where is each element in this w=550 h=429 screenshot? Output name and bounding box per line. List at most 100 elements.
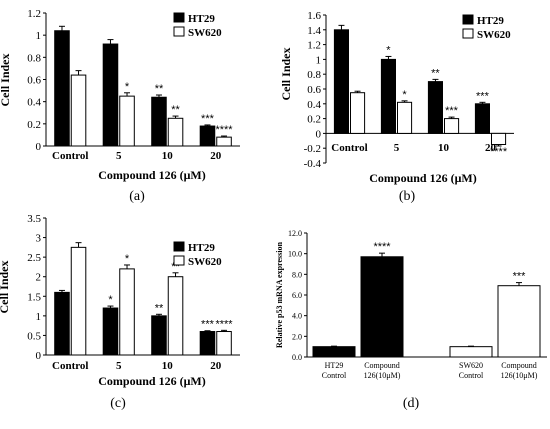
chart-panel-b: -0.4-0.200.20.40.60.811.21.41.6Control**… (279, 10, 514, 204)
x-tick-label: Control (459, 371, 484, 380)
x-tick-label: 20 (210, 360, 222, 372)
x-tick-label: SW620 (459, 361, 483, 370)
bar-sw620 (444, 118, 460, 134)
bar-sw620 (119, 268, 135, 356)
legend-swatch-sw620 (462, 28, 474, 39)
significance-marker: ** (155, 302, 164, 314)
y-tick-label: 2.0 (292, 332, 302, 341)
x-tick-label: Compound (364, 361, 400, 370)
panel-label: (d) (403, 396, 420, 411)
significance-marker: **** (490, 146, 508, 158)
bar-ht29 (380, 58, 396, 134)
legend-swatch-ht29 (173, 241, 185, 252)
bar-ht29 (474, 103, 490, 134)
y-tick-label: 1 (316, 54, 322, 66)
legend-label: HT29 (188, 242, 215, 254)
y-tick-label: 0 (316, 128, 322, 140)
y-tick-label: 1 (36, 30, 42, 42)
panel-label: (b) (399, 189, 416, 204)
y-tick-label: 12.0 (288, 229, 302, 238)
x-tick-label: 20 (210, 150, 222, 162)
legend-label: HT29 (188, 13, 215, 25)
significance-marker: * (402, 89, 407, 101)
bar-sw620 (216, 331, 232, 356)
significance-marker: * (125, 81, 130, 93)
bar-sw620 (70, 74, 87, 147)
legend-label: HT29 (477, 15, 504, 27)
y-tick-label: 0.8 (27, 52, 41, 64)
legend-label: SW620 (477, 29, 511, 41)
y-tick-label: 0.4 (307, 99, 321, 111)
y-tick-label: 0.2 (307, 114, 321, 126)
x-tick-label: 10 (162, 360, 174, 372)
legend-swatch-ht29 (462, 14, 474, 25)
legend-swatch-sw620 (173, 255, 185, 266)
bar-sw620 (167, 276, 184, 356)
y-tick-label: -0.2 (304, 143, 321, 155)
y-tick-label: 3.5 (27, 213, 41, 225)
significance-marker: * (108, 294, 113, 306)
bar-ht29 (199, 331, 216, 356)
y-tick-label: 0.2 (27, 119, 41, 131)
legend-swatch-sw620 (173, 26, 185, 37)
y-tick-label: 0.6 (27, 75, 41, 87)
bar-ht29 (427, 81, 443, 134)
y-tick-label: 1.2 (27, 8, 41, 20)
bar-ht29 (199, 125, 216, 147)
significance-marker: * (386, 44, 391, 56)
y-tick-label: 1.6 (307, 10, 321, 22)
y-tick-label: 1 (36, 311, 42, 323)
y-tick-label: 1.2 (307, 40, 321, 52)
bar-sw620 (397, 101, 413, 134)
bar-ht29 (151, 315, 167, 356)
significance-marker: *** (476, 90, 490, 102)
significance-marker: ** (155, 83, 164, 95)
bar-ht29 (54, 30, 70, 147)
y-tick-label: 2.5 (27, 252, 41, 264)
x-tick-label: Compound (501, 361, 537, 370)
y-tick-label: 0.0 (292, 353, 302, 362)
y-tick-label: 2 (36, 272, 42, 284)
bar-ht29 (102, 307, 119, 356)
panel-label: (a) (129, 189, 145, 204)
x-tick-label: 126(10μM) (364, 371, 401, 380)
y-tick-label: 0.6 (307, 84, 321, 96)
significance-marker: **** (215, 124, 233, 136)
y-axis-title: Cell Index (279, 47, 293, 100)
x-tick-label: 5 (116, 360, 122, 372)
significance-marker: *** (513, 271, 527, 283)
bar-ht29 (102, 43, 119, 147)
x-tick-label: Control (322, 371, 347, 380)
x-tick-label: 5 (394, 142, 400, 154)
significance-marker: ** (171, 104, 180, 116)
x-tick-label: 10 (162, 150, 174, 162)
x-tick-label: 5 (116, 150, 122, 162)
x-tick-label: Control (331, 142, 367, 154)
significance-marker: *** (201, 319, 215, 331)
x-tick-label: Control (52, 360, 88, 372)
significance-marker: ** (171, 261, 180, 273)
bar (360, 256, 404, 358)
significance-marker: *** (201, 113, 215, 125)
bar-sw620 (119, 95, 135, 147)
bar-sw620 (70, 246, 87, 356)
significance-marker: **** (373, 241, 391, 253)
y-tick-label: 6.0 (292, 291, 302, 300)
x-axis-title: Compound 126 (μM) (369, 171, 476, 185)
y-axis-title: Cell Index (0, 53, 12, 106)
x-tick-label: 20 (485, 142, 497, 154)
bar (449, 346, 493, 358)
x-axis-title: Compound 126 (μM) (98, 374, 205, 388)
y-tick-label: 0.4 (27, 97, 41, 109)
bar-ht29 (151, 96, 167, 147)
bar (312, 346, 356, 358)
y-axis-title: Relative p53 mRNA expression (275, 242, 284, 348)
y-tick-label: 1.4 (307, 25, 321, 37)
y-tick-label: 0 (36, 141, 42, 153)
y-axis-title: Cell Index (0, 260, 11, 313)
bar-ht29 (54, 291, 70, 356)
x-axis-title: Compound 126 (μM) (98, 168, 205, 182)
legend-label: SW620 (188, 27, 222, 39)
